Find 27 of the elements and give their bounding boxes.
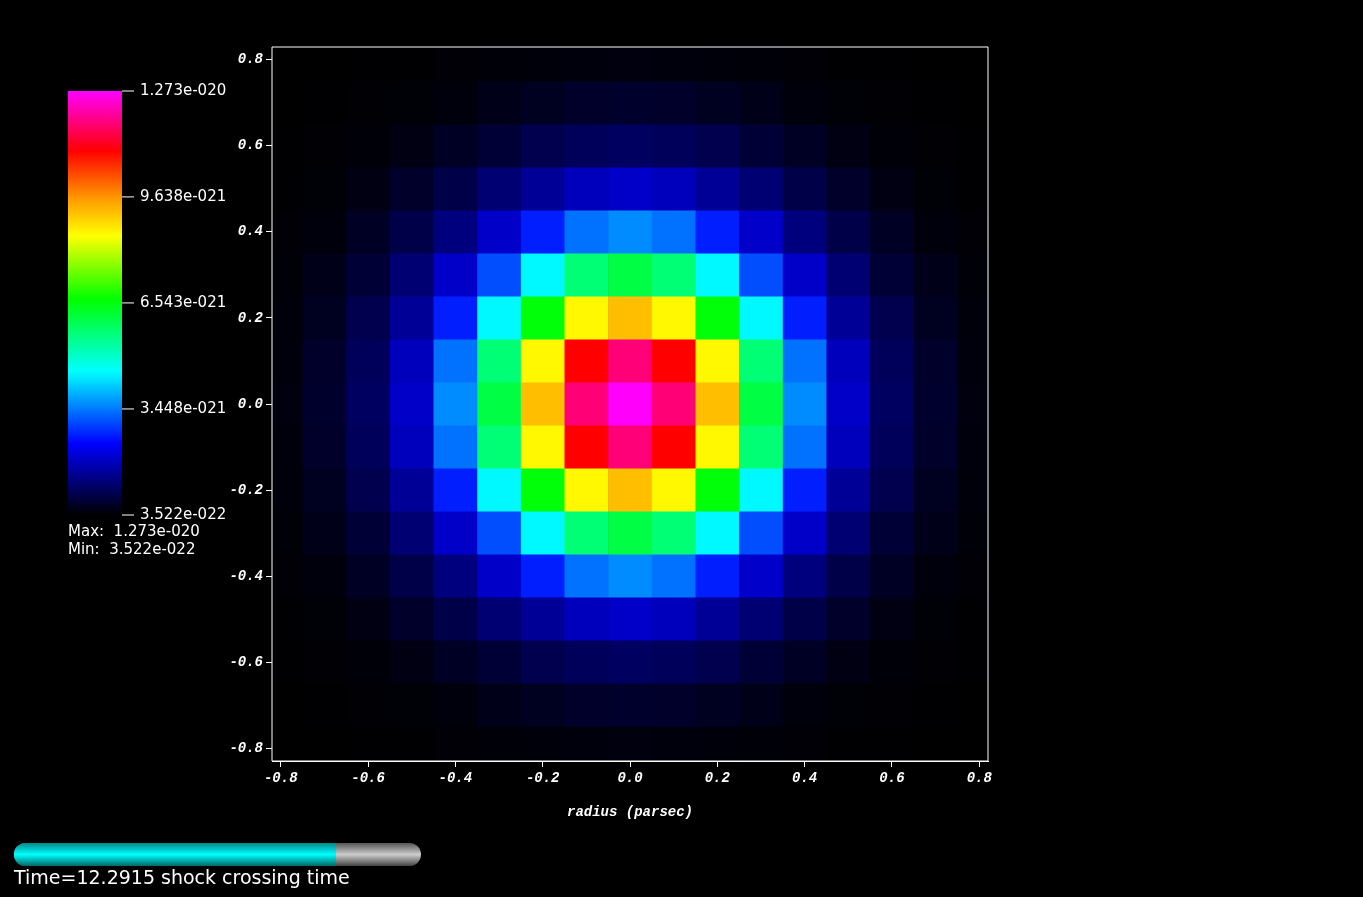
y-tick-label: -0.4 [229, 567, 263, 584]
text: Max: 1.273e-020 [68, 521, 200, 540]
x-axis-title: radius (parsec) [566, 804, 694, 821]
x-tick-label: -0.8 [263, 769, 299, 786]
x-tick-label: 0.0 [617, 769, 643, 786]
y-tick-label: 0.4 [237, 223, 263, 240]
color-bar-label: 6.543e-021 [140, 292, 227, 311]
y-tick-label: 0.8 [237, 51, 264, 68]
y-tick-label: -0.8 [229, 739, 264, 756]
y-tick-label: 0.6 [237, 137, 264, 154]
color-bar-label: 3.522e-022 [140, 504, 227, 523]
color-bar-label: 1.273e-020 [140, 80, 227, 99]
x-tick-label: 0.6 [879, 769, 906, 786]
color-bar-label: 9.638e-021 [140, 186, 227, 205]
x-tick-label: -0.2 [525, 769, 561, 786]
y-tick-label: -0.2 [229, 481, 264, 498]
text: Min: 3.522e-022 [68, 539, 196, 558]
color-bar-label: 3.448e-021 [140, 398, 227, 417]
x-tick-label: -0.4 [438, 769, 473, 786]
y-tick-label: -0.6 [229, 653, 264, 670]
y-tick-label: 0.2 [237, 309, 264, 326]
x-tick-label: 0.4 [792, 769, 818, 786]
y-tick-label: 0.0 [237, 395, 263, 412]
x-tick-label: -0.6 [351, 769, 386, 786]
x-tick-label: 0.8 [966, 769, 993, 786]
text: Time=12.2915 shock crossing time [13, 865, 350, 888]
x-tick-label: 0.2 [704, 769, 731, 786]
